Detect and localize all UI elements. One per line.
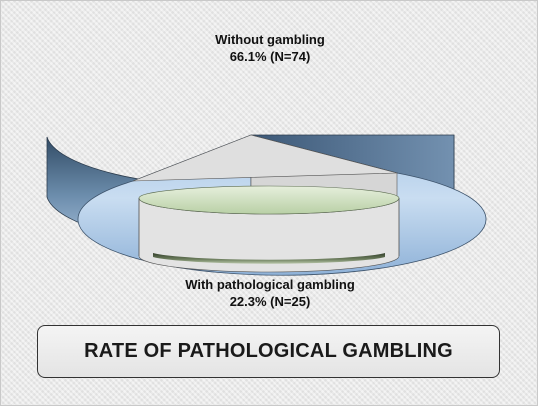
chart-title-box: RATE OF PATHOLOGICAL GAMBLING	[37, 325, 500, 378]
chart-title: RATE OF PATHOLOGICAL GAMBLING	[84, 340, 453, 362]
label-without-gambling-name: Without gambling	[215, 32, 325, 47]
label-pathological-gambling: With pathological gambling 22.3% (N=25)	[130, 276, 410, 310]
slice-remainder-top	[132, 134, 398, 182]
slice-pathological-gambling	[138, 185, 400, 273]
label-pathological-gambling-value: 22.3% (N=25)	[229, 294, 311, 309]
label-without-gambling-value: 66.1% (N=74)	[229, 49, 311, 64]
pie-chart-3d	[46, 134, 487, 276]
slice-pathological-gambling-bottom-rim	[153, 253, 385, 264]
label-pathological-gambling-name: With pathological gambling	[185, 277, 355, 292]
label-without-gambling: Without gambling 66.1% (N=74)	[170, 31, 370, 65]
